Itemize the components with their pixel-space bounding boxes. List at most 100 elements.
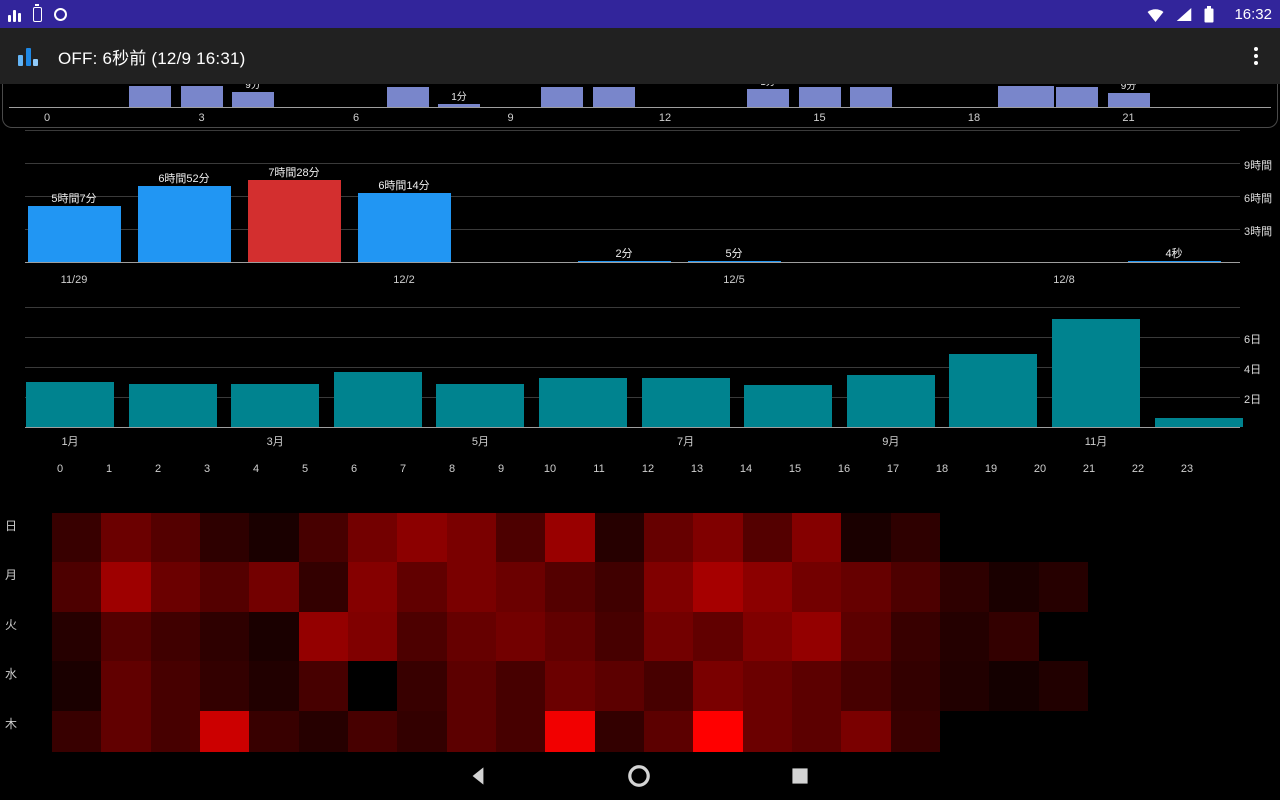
heatmap-cell: [939, 562, 990, 612]
axis-tick-label: 14: [739, 463, 753, 475]
app-bar: OFF: 6秒前 (12/9 16:31): [0, 28, 1280, 84]
monthly-bar: [436, 383, 525, 427]
monthly-bar: [846, 374, 935, 427]
heatmap-cell: [446, 611, 496, 662]
heatmap-cell: [1087, 611, 1138, 662]
monthly-usage-chart[interactable]: 6日 4日 2日 1月 3月 5月 7月 9月 11月: [0, 300, 1280, 455]
heatmap-cell: [52, 661, 102, 711]
heatmap-cell: [1137, 710, 1187, 752]
heatmap-cell: [150, 562, 200, 612]
axis-tick-label: 6: [350, 463, 358, 475]
recents-button[interactable]: [787, 763, 813, 789]
heatmap-cell: [495, 661, 546, 711]
heatmap-cell: [298, 562, 348, 612]
axis-tick-label: 12/5: [723, 274, 745, 286]
overflow-menu-button[interactable]: [1242, 42, 1270, 70]
axis-tick-label: 12/2: [393, 274, 415, 286]
axis-tick-label: 10: [543, 463, 557, 475]
gridline: [25, 196, 1240, 197]
heatmap-cell: [841, 710, 891, 752]
heatmap-cell: [841, 661, 891, 711]
axis-tick-label: 8: [448, 463, 456, 475]
axis-tick-label: 6: [352, 112, 360, 124]
heatmap-cell: [890, 661, 940, 711]
heatmap-cell: [495, 513, 546, 563]
y-axis-label: 4日: [1244, 364, 1262, 376]
heatmap-cell: [791, 562, 842, 612]
heatmap-cell: [693, 661, 743, 711]
hourly-bar: [798, 87, 841, 107]
heatmap-cell: [1087, 562, 1138, 612]
weekday-label: 水: [5, 667, 18, 682]
heatmap-cell: [1186, 513, 1236, 563]
hourly-bar: [386, 87, 429, 107]
axis-tick-label: 7月: [677, 436, 695, 448]
heatmap-cell: [199, 611, 250, 662]
hourly-usage-chart[interactable]: 0 3 6 9 12 15 18 21 9分 1分 1分 9分: [2, 84, 1278, 128]
heatmap-cell: [1087, 661, 1138, 711]
y-axis-label: 6時間: [1244, 193, 1273, 205]
usage-heatmap[interactable]: [52, 513, 1236, 752]
bar-value-label: 2分: [615, 247, 633, 260]
hourly-bar: [232, 92, 274, 107]
monthly-bar: [128, 383, 217, 427]
heatmap-cell: [397, 611, 447, 662]
heatmap-cell: [298, 611, 348, 662]
y-axis-label: 9時間: [1244, 160, 1273, 172]
monthly-bar: [1052, 319, 1140, 427]
hourly-bar: [850, 87, 892, 107]
heatmap-cell: [545, 611, 595, 662]
heatmap-cell: [1137, 611, 1187, 662]
heatmap-cell: [101, 661, 151, 711]
heatmap-cell: [693, 611, 743, 662]
heatmap-cell: [249, 710, 299, 752]
heatmap-cell: [1186, 661, 1236, 711]
heatmap-cell: [1137, 513, 1187, 563]
heatmap-cell: [446, 661, 496, 711]
heatmap-cell: [52, 513, 102, 563]
home-button[interactable]: [626, 763, 652, 789]
heatmap-cell: [693, 562, 743, 612]
heatmap-cell: [643, 513, 694, 563]
heatmap-cell: [495, 562, 546, 612]
heatmap-cell: [841, 513, 891, 563]
heatmap-cell: [693, 710, 743, 752]
heatmap-cell: [446, 513, 496, 563]
daily-bar: [247, 179, 341, 262]
axis-tick-label: 9月: [882, 436, 900, 448]
heatmap-cell: [742, 513, 792, 563]
heatmap-cell: [841, 611, 891, 662]
hourly-bar: [180, 86, 223, 107]
wifi-icon: [1148, 8, 1164, 22]
heatmap-cell: [150, 710, 200, 752]
weekday-label: 木: [5, 716, 18, 731]
hourly-bar: [1107, 93, 1150, 107]
gridline: [25, 163, 1240, 164]
monthly-bar: [231, 383, 320, 427]
back-button[interactable]: [465, 763, 491, 789]
axis-tick-label: 19: [984, 463, 998, 475]
heatmap-cell: [1186, 562, 1236, 612]
heatmap-cell: [594, 661, 644, 711]
heatmap-cell: [101, 562, 151, 612]
daily-usage-chart[interactable]: 9時間 6時間 3時間 5時間7分 6時間52分 7時間28分 6時間14分 2分 5分 4秒 11…: [0, 130, 1280, 295]
heatmap-cell: [1038, 611, 1088, 662]
axis-tick-label: 22: [1131, 463, 1145, 475]
battery-notification-icon: [33, 3, 42, 22]
hourly-bar: [1056, 87, 1098, 107]
heatmap-cell: [347, 611, 398, 662]
status-bar-right: 16:32: [1147, 5, 1272, 23]
heatmap-cell: [1137, 562, 1187, 612]
heatmap-cell: [742, 661, 792, 711]
hourly-bar: [541, 87, 583, 107]
weekday-label: 日: [5, 519, 18, 533]
heatmap-cell: [397, 513, 447, 563]
heatmap-cell: [347, 513, 398, 563]
axis-tick-label: 21: [1082, 463, 1096, 475]
heatmap-cell: [150, 513, 200, 563]
hourly-bar: [438, 104, 480, 107]
y-axis-label: 6日: [1244, 334, 1262, 346]
x-axis-line: [25, 262, 1240, 263]
back-icon: [472, 767, 484, 785]
heatmap-cell: [495, 710, 546, 752]
